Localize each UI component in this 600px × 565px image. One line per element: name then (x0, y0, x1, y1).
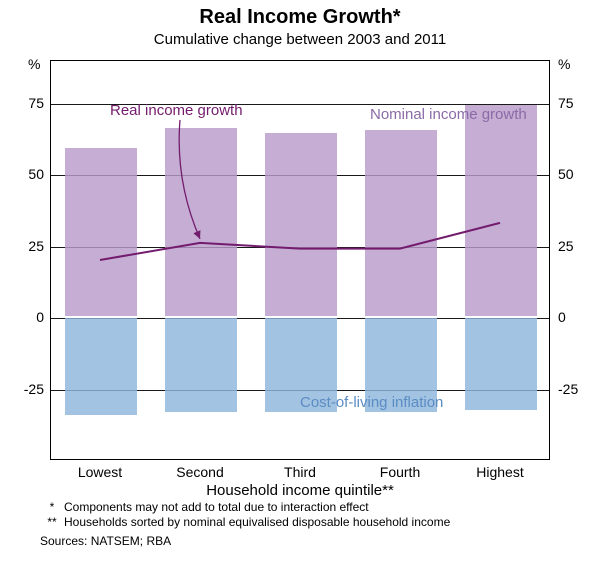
sources: Sources: NATSEM; RBA (40, 534, 580, 549)
y-tick-right: 0 (558, 309, 598, 325)
chart-title: Real Income Growth* (0, 0, 600, 29)
x-tick-label: Third (284, 464, 316, 480)
chart-area: % % -250255075 -250255075 LowestSecondTh… (50, 60, 550, 460)
legend-real: Real income growth (110, 102, 243, 119)
y-tick-left: 25 (4, 238, 44, 254)
bar-nominal (465, 105, 537, 316)
y-tick-left: -25 (4, 381, 44, 397)
chart-container: Real Income Growth* Cumulative change be… (0, 0, 600, 565)
bar-nominal (165, 128, 237, 317)
x-tick-label: Fourth (380, 464, 420, 480)
x-tick-label: Second (176, 464, 223, 480)
y-tick-right: -25 (558, 381, 598, 397)
y-tick-right: 75 (558, 95, 598, 111)
legend-cost: Cost-of-living inflation (300, 394, 443, 411)
bar-cost (465, 318, 537, 409)
footnote-2: ** Households sorted by nominal equivali… (40, 515, 580, 530)
y-tick-left: 50 (4, 166, 44, 182)
bar-nominal (365, 130, 437, 316)
legend-nominal: Nominal income growth (370, 106, 527, 123)
chart-subtitle: Cumulative change between 2003 and 2011 (0, 31, 600, 48)
bar-nominal (265, 133, 337, 316)
bar-cost (165, 318, 237, 412)
y-tick-right: 50 (558, 166, 598, 182)
y-tick-left: 75 (4, 95, 44, 111)
footnote-1: * Components may not add to total due to… (40, 500, 580, 515)
y-tick-left: 0 (4, 309, 44, 325)
x-tick-label: Highest (476, 464, 523, 480)
y-tick-right: 25 (558, 238, 598, 254)
footnote-2-text: Households sorted by nominal equivalised… (64, 515, 580, 530)
x-axis-title: Household income quintile** (50, 482, 550, 499)
y-unit-left: % (28, 56, 40, 72)
x-tick-label: Lowest (78, 464, 122, 480)
footnote-1-mark: * (40, 500, 64, 515)
bar-cost (65, 318, 137, 415)
y-unit-right: % (558, 56, 570, 72)
bar-nominal (65, 148, 137, 317)
footnotes: * Components may not add to total due to… (40, 500, 580, 549)
footnote-2-mark: ** (40, 515, 64, 530)
footnote-1-text: Components may not add to total due to i… (64, 500, 580, 515)
